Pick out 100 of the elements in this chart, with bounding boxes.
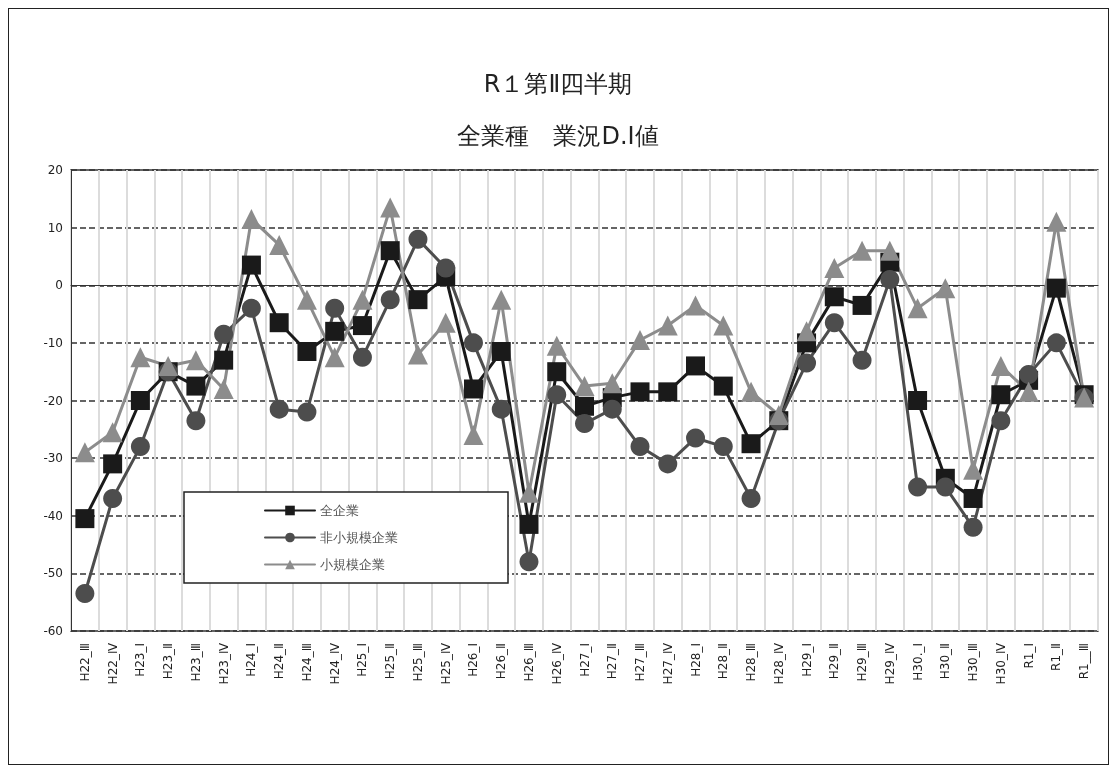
point [797, 353, 817, 373]
point [102, 422, 123, 443]
point [269, 399, 289, 419]
point [1019, 365, 1039, 385]
point [519, 514, 539, 534]
x-tick-label: H24_Ⅰ [244, 643, 259, 677]
point [463, 379, 483, 399]
y-tick-label: -40 [43, 508, 63, 523]
point [491, 399, 511, 419]
point [963, 488, 983, 508]
point [297, 402, 317, 422]
point [241, 208, 262, 229]
point [990, 355, 1011, 376]
legend-label: 非小規模企業 [320, 530, 398, 545]
x-tick-label: H27_Ⅲ [633, 643, 648, 682]
point [686, 428, 706, 448]
point [325, 321, 345, 341]
x-tick-label: H23_Ⅰ [133, 643, 148, 677]
point [991, 385, 1011, 405]
point [213, 378, 234, 399]
point [1046, 333, 1066, 353]
point [380, 197, 401, 218]
point [269, 313, 289, 333]
point [352, 316, 372, 336]
point [630, 329, 651, 350]
point [713, 315, 734, 336]
point [241, 255, 261, 275]
point [74, 442, 95, 463]
x-tick-label: R1_Ⅰ [1021, 643, 1036, 669]
point [380, 241, 400, 261]
x-tick-label: H26_Ⅱ [494, 643, 509, 680]
point [186, 411, 206, 431]
point [908, 391, 928, 410]
point [435, 312, 456, 333]
point [741, 434, 761, 454]
point [991, 411, 1011, 431]
point [214, 350, 234, 370]
x-tick-label: H27_Ⅰ [577, 643, 592, 677]
point [575, 396, 594, 416]
point [879, 240, 900, 261]
point [880, 269, 900, 289]
point [241, 298, 261, 318]
x-tick-label: H28_Ⅰ [688, 643, 703, 677]
point [325, 298, 345, 318]
x-tick-label: H23_Ⅲ [188, 643, 203, 682]
y-tick-label: 10 [47, 220, 63, 235]
point [158, 355, 179, 376]
point [407, 344, 428, 365]
point [658, 382, 678, 402]
point [908, 477, 928, 497]
x-tick-label: H30_Ⅲ [966, 643, 981, 682]
point [130, 347, 151, 368]
point [546, 335, 567, 356]
x-tick-label: H30_Ⅱ [938, 643, 953, 680]
point [741, 381, 762, 402]
x-tick-label: H28_Ⅱ [716, 643, 731, 680]
point [963, 459, 984, 480]
y-tick-label: 0 [55, 278, 63, 293]
point [408, 229, 428, 249]
point [547, 362, 567, 382]
point [380, 290, 400, 310]
point [547, 385, 567, 405]
point [796, 321, 817, 342]
point [852, 350, 872, 370]
x-tick-label: H23_Ⅳ [216, 643, 231, 685]
x-tick-label: H25_Ⅳ [438, 643, 453, 685]
point [324, 347, 345, 368]
y-tick-label: -20 [43, 393, 63, 408]
point [713, 376, 733, 396]
point [296, 289, 317, 310]
x-tick-label: H26_Ⅲ [521, 643, 536, 682]
point [852, 240, 873, 261]
y-tick-label: -60 [43, 624, 63, 638]
point [574, 376, 595, 397]
point [463, 425, 484, 446]
point [852, 295, 872, 315]
chart-title: R１第Ⅱ四半期 [483, 70, 633, 98]
point [963, 517, 983, 537]
x-tick-label: H25_Ⅰ [355, 643, 370, 677]
point [824, 257, 845, 278]
point [1046, 211, 1067, 232]
x-tick-label: H29_Ⅰ [799, 643, 814, 677]
point [657, 315, 678, 336]
x-tick-label: H23_Ⅱ [161, 643, 176, 680]
y-tick-label: -50 [43, 566, 63, 581]
point [75, 509, 95, 529]
point [75, 584, 95, 604]
point [658, 454, 678, 474]
x-tick-label: H28_Ⅲ [744, 643, 759, 682]
x-tick-label: H22_Ⅳ [105, 643, 120, 685]
point [103, 454, 123, 474]
point [185, 350, 206, 371]
x-tick-label: H30._Ⅰ [910, 643, 925, 681]
point [436, 258, 456, 278]
x-tick-label: H28_Ⅳ [771, 643, 786, 685]
x-tick-label: H27_Ⅳ [660, 643, 675, 685]
x-tick-label: H29_Ⅳ [882, 643, 897, 685]
point [297, 342, 317, 362]
point [130, 437, 150, 457]
x-tick-label: H25_Ⅲ [410, 643, 425, 682]
